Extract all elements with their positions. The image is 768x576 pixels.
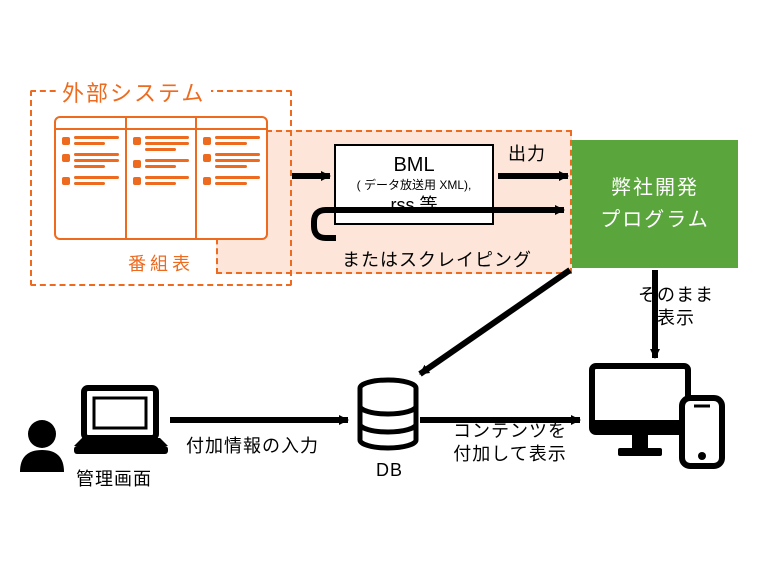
add-info-label: 付加情報の入力 (186, 432, 319, 458)
green-box-line1: 弊社開発 (572, 172, 738, 204)
output-label: 出力 (508, 140, 546, 166)
bml-title: BML (344, 152, 484, 178)
bml-subtitle: ( データ放送用 XML), (344, 178, 484, 194)
db-label: DB (376, 460, 403, 481)
admin-screen-label: 管理画面 (76, 465, 152, 491)
company-program-box: 弊社開発 プログラム (572, 140, 738, 268)
green-box-line2: プログラム (572, 204, 738, 236)
smartphone-icon (682, 398, 722, 466)
database-icon (360, 380, 416, 448)
user-icon (20, 420, 64, 472)
desktop-icon (592, 366, 688, 456)
schedule-table-illustration (54, 116, 268, 240)
bml-rss: rss 等 (344, 194, 484, 217)
laptop-icon (74, 388, 168, 454)
scraping-label: またはスクレイピング (342, 246, 532, 272)
content-display-label: コンテンツを 付加して表示 (440, 420, 580, 467)
external-system-title: 外部システム (56, 76, 211, 108)
schedule-caption: 番組表 (54, 250, 268, 276)
bml-box: BML ( データ放送用 XML), rss 等 (334, 144, 494, 225)
display-asis-label: そのまま 表示 (616, 284, 736, 331)
